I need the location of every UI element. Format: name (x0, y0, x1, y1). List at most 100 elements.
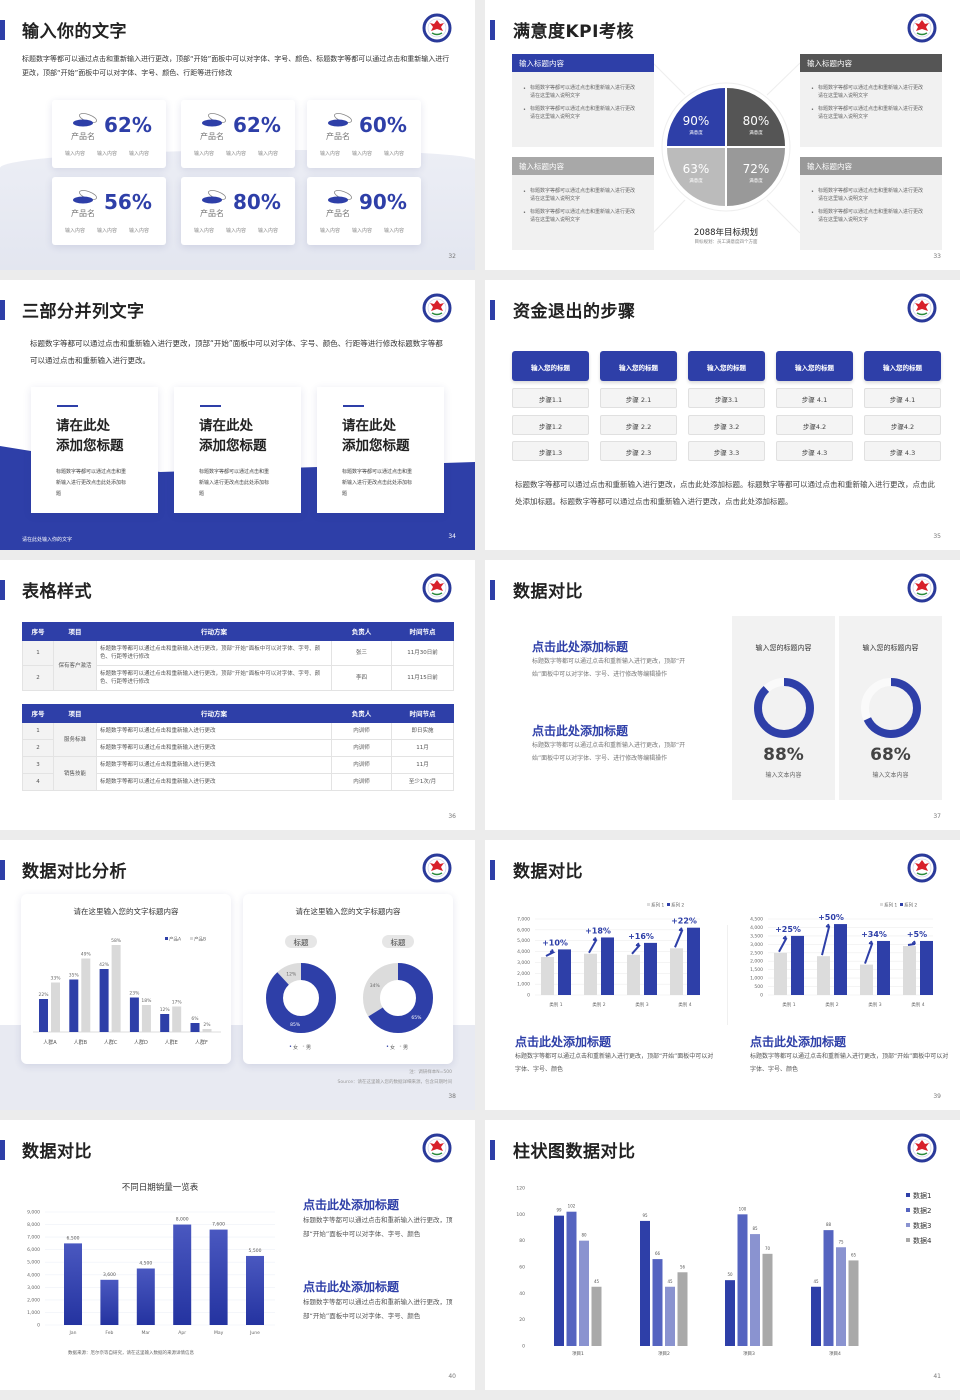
donut-card: 输入您的标题内容 88% 输入文本内容 (732, 616, 835, 800)
bar-series-2 (558, 949, 571, 995)
block-heading: 点击此处添加标题 (532, 640, 629, 654)
bar-product-b (172, 1006, 182, 1032)
progress-donut (754, 678, 814, 738)
legend-swatch (906, 1238, 910, 1242)
column-header: 项目 (53, 622, 97, 641)
step-column-header: 输入您的标题 (512, 351, 589, 381)
step-box: 步骤 3.2 (688, 415, 765, 435)
category-label: 人群B (74, 1039, 88, 1046)
step-box: 步骤 4.3 (776, 441, 853, 461)
bar-value-label: 75 (838, 1239, 844, 1244)
category-label: 类别 2 (592, 1001, 605, 1008)
logo-flower-icon (430, 300, 444, 311)
bar-数据3 (579, 1240, 589, 1346)
stat-item: 输入内容 (258, 228, 279, 234)
coin-fill (202, 119, 222, 127)
page-number: 36 (448, 813, 456, 820)
slide-34: 三部分并列文字 标题数字等都可以通过点击和重新输入进行更改，顶部“开始”面板中可以… (0, 280, 475, 550)
row-plan: 标题数字等都可以通过点击和重新输入进行更改 (96, 739, 332, 757)
title-accent-bar (0, 300, 5, 320)
row-time: 即日实施 (391, 722, 454, 740)
bar-product-a (190, 1023, 200, 1032)
title-accent-bar (0, 860, 5, 880)
row-group: 保有客户激活 (53, 640, 97, 691)
category-label: Feb (105, 1330, 113, 1336)
step-label: 步骤1.2 (538, 423, 563, 431)
step-column-header: 输入您的标题 (688, 351, 765, 381)
card-heading-line2: 添加您标题 (199, 438, 267, 454)
slide-39: 数据对比 0 1,000 2,000 3,000 4,000 5,000 6,000 7,000… (485, 840, 960, 1110)
y-tick-label: 9,000 (27, 1210, 40, 1216)
card-accent-line (200, 405, 221, 407)
chart-title: 请在这里输入您的文字标题内容 (73, 907, 179, 916)
step-header-text: 输入您的标题 (707, 364, 746, 372)
y-tick-label: 3,000 (517, 960, 530, 966)
bar-数据4 (762, 1253, 773, 1346)
donut-label: 标题 (293, 938, 309, 947)
bullet-text: 标题数字等都可以通过点击和重新输入进行更改 请在这里输入说明文字 (530, 106, 636, 120)
bullet-dot: • (811, 107, 814, 113)
slide-37: 数据对比 点击此处添加标题 标题数字等都可以通过点击和重新输入进行更改，顶部“开始”… (485, 560, 960, 830)
bar-数据1 (554, 1215, 564, 1346)
chart-title: 请在这里输入您的文字标题内容 (295, 907, 401, 916)
kpi-value: 80% (742, 114, 770, 128)
y-tick-label: 1,000 (517, 982, 530, 988)
card-heading-line2: 添加您标题 (342, 438, 410, 454)
donut-card-title: 输入您的标题内容 (862, 644, 919, 652)
bar-value-label: 56 (680, 1264, 686, 1269)
title-accent-bar (0, 1140, 5, 1160)
bar-series-1 (541, 957, 554, 995)
card-accent-line (57, 405, 78, 407)
growth-label: +18% (585, 926, 611, 935)
y-tick-label: 120 (516, 1186, 525, 1192)
step-label: 步骤4.2 (890, 423, 915, 431)
text-card: 请在此处 添加您标题 标题数字等都可以通过点击和重新输入进行更改点击此处添加标题 (317, 387, 444, 513)
block-text: 标题数字等都可以通过点击和重新输入进行更改，顶部“开始”面板中可以对字体、字号、… (303, 1216, 453, 1238)
bar-product-b (141, 1005, 151, 1032)
bar-value-label: 22% (38, 992, 49, 998)
row-plan: 标题数字等都可以通过点击和重新输入进行更改，顶部“开始”面板中可以对字体、字号、… (96, 665, 332, 691)
bullet-dot: • (523, 107, 526, 113)
coin-fill (73, 196, 93, 204)
stat-item: 输入内容 (226, 228, 247, 234)
donut-card-title: 输入您的标题内容 (755, 644, 812, 652)
legend-label: 数据3 (913, 1221, 931, 1230)
card-body: 标题数字等都可以通过点击和重新输入进行更改点击此处添加标题 (342, 469, 413, 497)
coins-icon (73, 113, 97, 127)
bullet-dot: • (811, 210, 814, 216)
logo-flower-icon (430, 20, 444, 31)
school-logo (422, 573, 452, 603)
bar-数据3 (836, 1247, 846, 1346)
step-label: 步骤3.1 (714, 396, 739, 404)
stat-percent: 80% (233, 190, 281, 214)
description: 标题数字等都可以通过点击和重新输入进行更改，顶部“开始”面板中可以对字体、字号、… (30, 339, 443, 365)
row-time: 11月 (391, 756, 454, 774)
row-plan: 标题数字等都可以通过点击和重新输入进行更改 (96, 722, 332, 740)
stat-card: 60% 产品名 输入内容 输入内容 输入内容 (307, 100, 421, 168)
step-box: 步骤 2.3 (600, 441, 677, 461)
row-plan: 标题数字等都可以通过点击和重新输入进行更改，顶部“开始”面板中可以对字体、字号、… (96, 640, 332, 666)
box-header: 输入标题内容 (800, 157, 942, 175)
category-label: 类别 1 (782, 1001, 795, 1008)
donut-label-pill: 标题 (382, 935, 414, 948)
stat-item: 输入内容 (194, 151, 215, 157)
table-row: 4 标题数字等都可以通过点击和重新输入进行更改 内训师 至少1次/月 (22, 773, 454, 791)
legend-swatch (906, 1208, 910, 1212)
step-label: 步骤1.3 (538, 449, 563, 457)
kpi-value: 90% (682, 114, 710, 128)
logo-leaf-icon (916, 1152, 928, 1156)
donut-chart: 65% 34% (363, 963, 433, 1033)
y-tick-label: 2,000 (27, 1297, 40, 1303)
bar-数据1 (811, 1286, 821, 1346)
page-number: 37 (933, 813, 941, 820)
column-header: 行动方案 (96, 622, 332, 641)
bar (209, 1229, 228, 1325)
block-heading: 点击此处添加标题 (532, 724, 629, 738)
block-text: 标题数字等都可以通过点击和重新输入进行更改，顶部“开始”面板中可以对字体、字号、… (532, 742, 686, 762)
y-tick-label: 1,000 (27, 1310, 40, 1316)
stat-card: 62% 产品名 输入内容 输入内容 输入内容 (181, 100, 295, 168)
category-label: 类别 4 (678, 1001, 691, 1008)
bar-value-label: 45 (813, 1279, 819, 1284)
legend-label: 数据2 (913, 1206, 931, 1215)
bar-product-a (39, 999, 48, 1032)
